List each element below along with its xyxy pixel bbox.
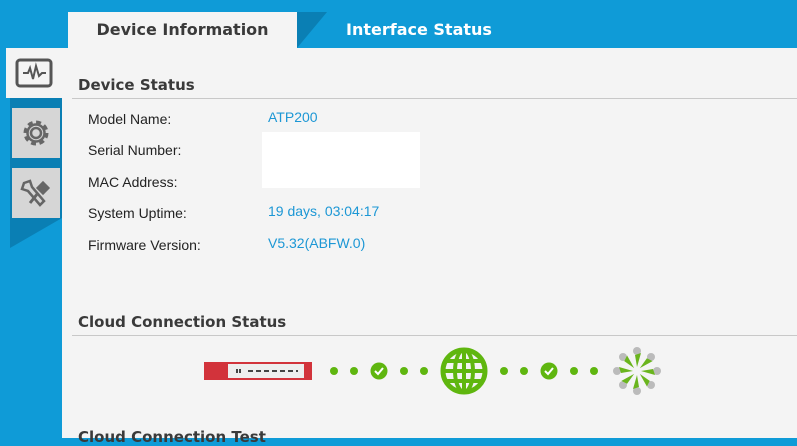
globe-icon	[440, 347, 488, 395]
tab-device-information[interactable]: Device Information	[68, 12, 297, 48]
cloud-connection-status-heading: Cloud Connection Status	[78, 313, 287, 331]
cloud-connection-test-heading: Cloud Connection Test	[78, 428, 266, 446]
system-uptime-value: 19 days, 03:04:17	[268, 203, 380, 219]
sidebar-shade-corner	[10, 218, 62, 248]
divider	[72, 98, 797, 99]
tab-interface-status[interactable]: Interface Status	[346, 20, 492, 39]
check-circle-icon	[370, 362, 388, 380]
link-dot	[400, 367, 408, 375]
content-panel: Device Status Model Name: ATP200 Serial …	[62, 48, 797, 446]
firmware-version-label: Firmware Version:	[88, 237, 201, 253]
tab-shadow	[297, 12, 327, 48]
check-circle-icon	[540, 362, 558, 380]
link-dot	[350, 367, 358, 375]
device-icon	[204, 362, 312, 380]
model-name-label: Model Name:	[88, 111, 172, 127]
cloud-logo-icon	[613, 347, 661, 395]
link-dot	[570, 367, 578, 375]
sidebar-item-maintenance[interactable]	[12, 168, 60, 218]
mac-address-label: MAC Address:	[88, 174, 178, 190]
link-dot	[330, 367, 338, 375]
device-status-heading: Device Status	[78, 76, 195, 94]
gear-icon	[23, 120, 49, 146]
divider	[72, 335, 797, 336]
activity-monitor-icon	[15, 58, 53, 88]
link-dot	[420, 367, 428, 375]
link-dot	[590, 367, 598, 375]
cloud-connection-diagram	[204, 346, 662, 396]
tools-icon	[20, 179, 51, 207]
redaction-box	[262, 132, 420, 188]
firmware-version-value: V5.32(ABFW.0)	[268, 235, 366, 251]
link-dot	[500, 367, 508, 375]
sidebar-item-monitor[interactable]	[6, 48, 62, 98]
link-dot	[520, 367, 528, 375]
sidebar-item-settings[interactable]	[12, 108, 60, 158]
serial-number-label: Serial Number:	[88, 142, 182, 158]
model-name-value: ATP200	[268, 109, 318, 125]
system-uptime-label: System Uptime:	[88, 205, 187, 221]
